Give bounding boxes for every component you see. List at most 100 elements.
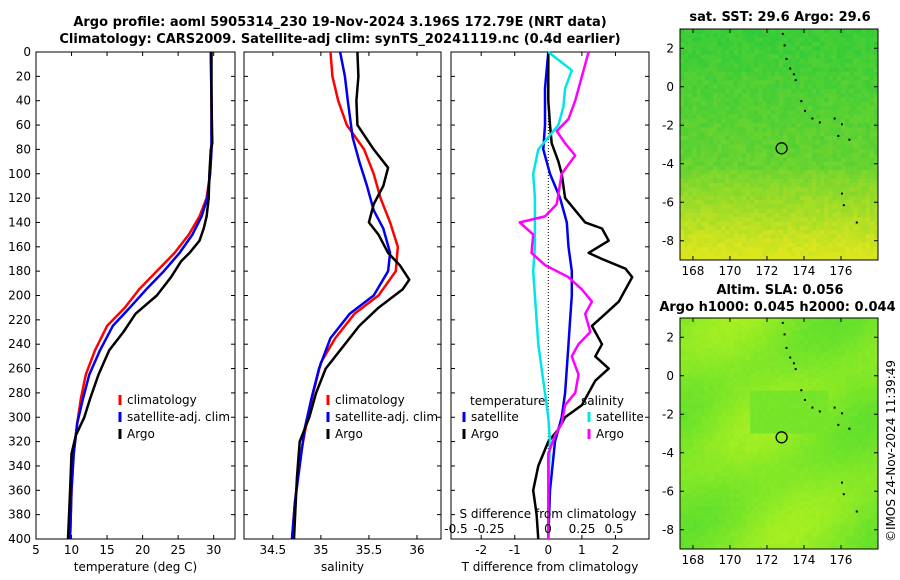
series-line-argo [292, 51, 411, 540]
island-marker [794, 79, 797, 82]
island-marker [841, 481, 843, 484]
map-x-tick-label: 176 [830, 553, 853, 567]
island-marker [841, 192, 843, 195]
salinity-diff-tick-label: 0 [544, 522, 552, 536]
depth-tick-label: 360 [8, 483, 31, 497]
argo-position-marker [775, 431, 788, 444]
island-marker [800, 389, 803, 392]
depth-tick-label: 300 [8, 410, 31, 424]
x-tick-label: 2 [612, 543, 620, 557]
argo-position-marker [775, 142, 788, 155]
x-tick-label: 25 [171, 543, 186, 557]
series-line-salinity-satellite [531, 51, 574, 539]
map-y-tick-label: -6 [662, 195, 674, 209]
x-axis-label: temperature (deg C) [74, 560, 197, 574]
legend-label: satellite-adj. clim [335, 410, 438, 424]
series-line-salinity-argo [518, 51, 594, 539]
x-tick-label: 36 [409, 543, 424, 557]
sla-map [679, 317, 879, 550]
legend-header-salinity: salinity [581, 394, 624, 408]
series-line-climatology [290, 51, 400, 540]
depth-tick-label: 60 [16, 118, 31, 132]
map-y-tick-label: 2 [666, 330, 674, 344]
map-y-tick-label: -6 [662, 484, 674, 498]
x-tick-label: 0 [545, 543, 553, 557]
island-marker [841, 123, 843, 126]
depth-tick-label: 0 [23, 45, 31, 59]
x-axis-label: T difference from climatology [461, 560, 639, 574]
depth-tick-label: 120 [8, 191, 31, 205]
island-marker [789, 67, 792, 70]
island-marker [804, 398, 806, 401]
x-tick-label: 5 [32, 543, 40, 557]
salinity-frame [243, 51, 442, 540]
legend-label: Argo [596, 427, 624, 441]
x-tick-label: 34.5 [259, 543, 286, 557]
legend-header-temperature: temperature [470, 394, 545, 408]
depth-tick-label: 200 [8, 289, 31, 303]
island-marker [794, 368, 797, 371]
legend-label: climatology [335, 393, 405, 407]
depth-tick-label: 280 [8, 386, 31, 400]
map-y-tick-label: -4 [662, 157, 674, 171]
island-marker [842, 493, 845, 496]
x-tick-label: 35 [313, 543, 328, 557]
island-marker [783, 44, 786, 47]
legend-label: Argo [335, 427, 363, 441]
sla-map-title-line1: Altim. SLA: 0.056 [716, 283, 844, 298]
salinity-diff-tick-label: 0.25 [569, 522, 596, 536]
island-marker [818, 410, 821, 413]
x-tick-label: 30 [206, 543, 221, 557]
map-x-tick-label: 172 [756, 553, 779, 567]
depth-tick-label: 320 [8, 435, 31, 449]
plot-title-line2: Climatology: CARS2009. Satellite-adj cli… [59, 32, 621, 47]
depth-tick-label: 380 [8, 508, 31, 522]
map-y-tick-label: -2 [662, 407, 674, 421]
x-tick-label: 1 [578, 543, 586, 557]
island-marker [785, 57, 788, 60]
island-marker [855, 510, 858, 513]
island-marker [781, 321, 784, 324]
island-marker [837, 423, 840, 426]
series-line-temperature-satellite [542, 51, 574, 540]
series-line-satellite-adj-clim [68, 51, 213, 540]
depth-tick-label: 260 [8, 362, 31, 376]
map-y-tick-label: -2 [662, 118, 674, 132]
depth-tick-label: 160 [8, 240, 31, 254]
map-x-tick-label: 174 [793, 553, 816, 567]
map-x-tick-label: 172 [756, 264, 779, 278]
x-tick-label: 15 [99, 543, 114, 557]
x-tick-label: -1 [509, 543, 521, 557]
map-x-tick-label: 168 [682, 553, 705, 567]
map-y-tick-label: 0 [666, 80, 674, 94]
map-y-tick-label: -8 [662, 523, 674, 537]
island-marker [833, 406, 836, 409]
map-x-tick-label: 170 [719, 553, 742, 567]
island-marker [818, 121, 821, 124]
x-tick-label: 35.5 [356, 543, 383, 557]
island-marker [789, 356, 792, 359]
depth-tick-label: 220 [8, 313, 31, 327]
salinity-diff-axis-title: S difference from climatology [460, 507, 637, 521]
salinity-diff-tick-label: -0.25 [473, 522, 504, 536]
map-x-tick-label: 174 [793, 264, 816, 278]
island-marker [800, 100, 803, 103]
island-marker [841, 412, 843, 415]
legend-label: climatology [127, 393, 197, 407]
map-y-tick-label: 2 [666, 41, 674, 55]
sla-map-title-line2: Argo h1000: 0.045 h2000: 0.044 [659, 300, 896, 315]
depth-tick-label: 40 [16, 94, 31, 108]
island-marker [783, 333, 786, 336]
map-x-tick-label: 170 [719, 264, 742, 278]
x-tick-label: 20 [135, 543, 150, 557]
depth-tick-label: 180 [8, 264, 31, 278]
island-marker [785, 346, 788, 349]
map-y-tick-label: 0 [666, 369, 674, 383]
legend-label: Argo [471, 427, 499, 441]
salinity-diff-tick-label: 0.5 [604, 522, 623, 536]
depth-tick-label: 340 [8, 459, 31, 473]
depth-tick-label: 140 [8, 215, 31, 229]
x-axis-label: salinity [321, 560, 364, 574]
legend-label: satellite [596, 410, 644, 424]
